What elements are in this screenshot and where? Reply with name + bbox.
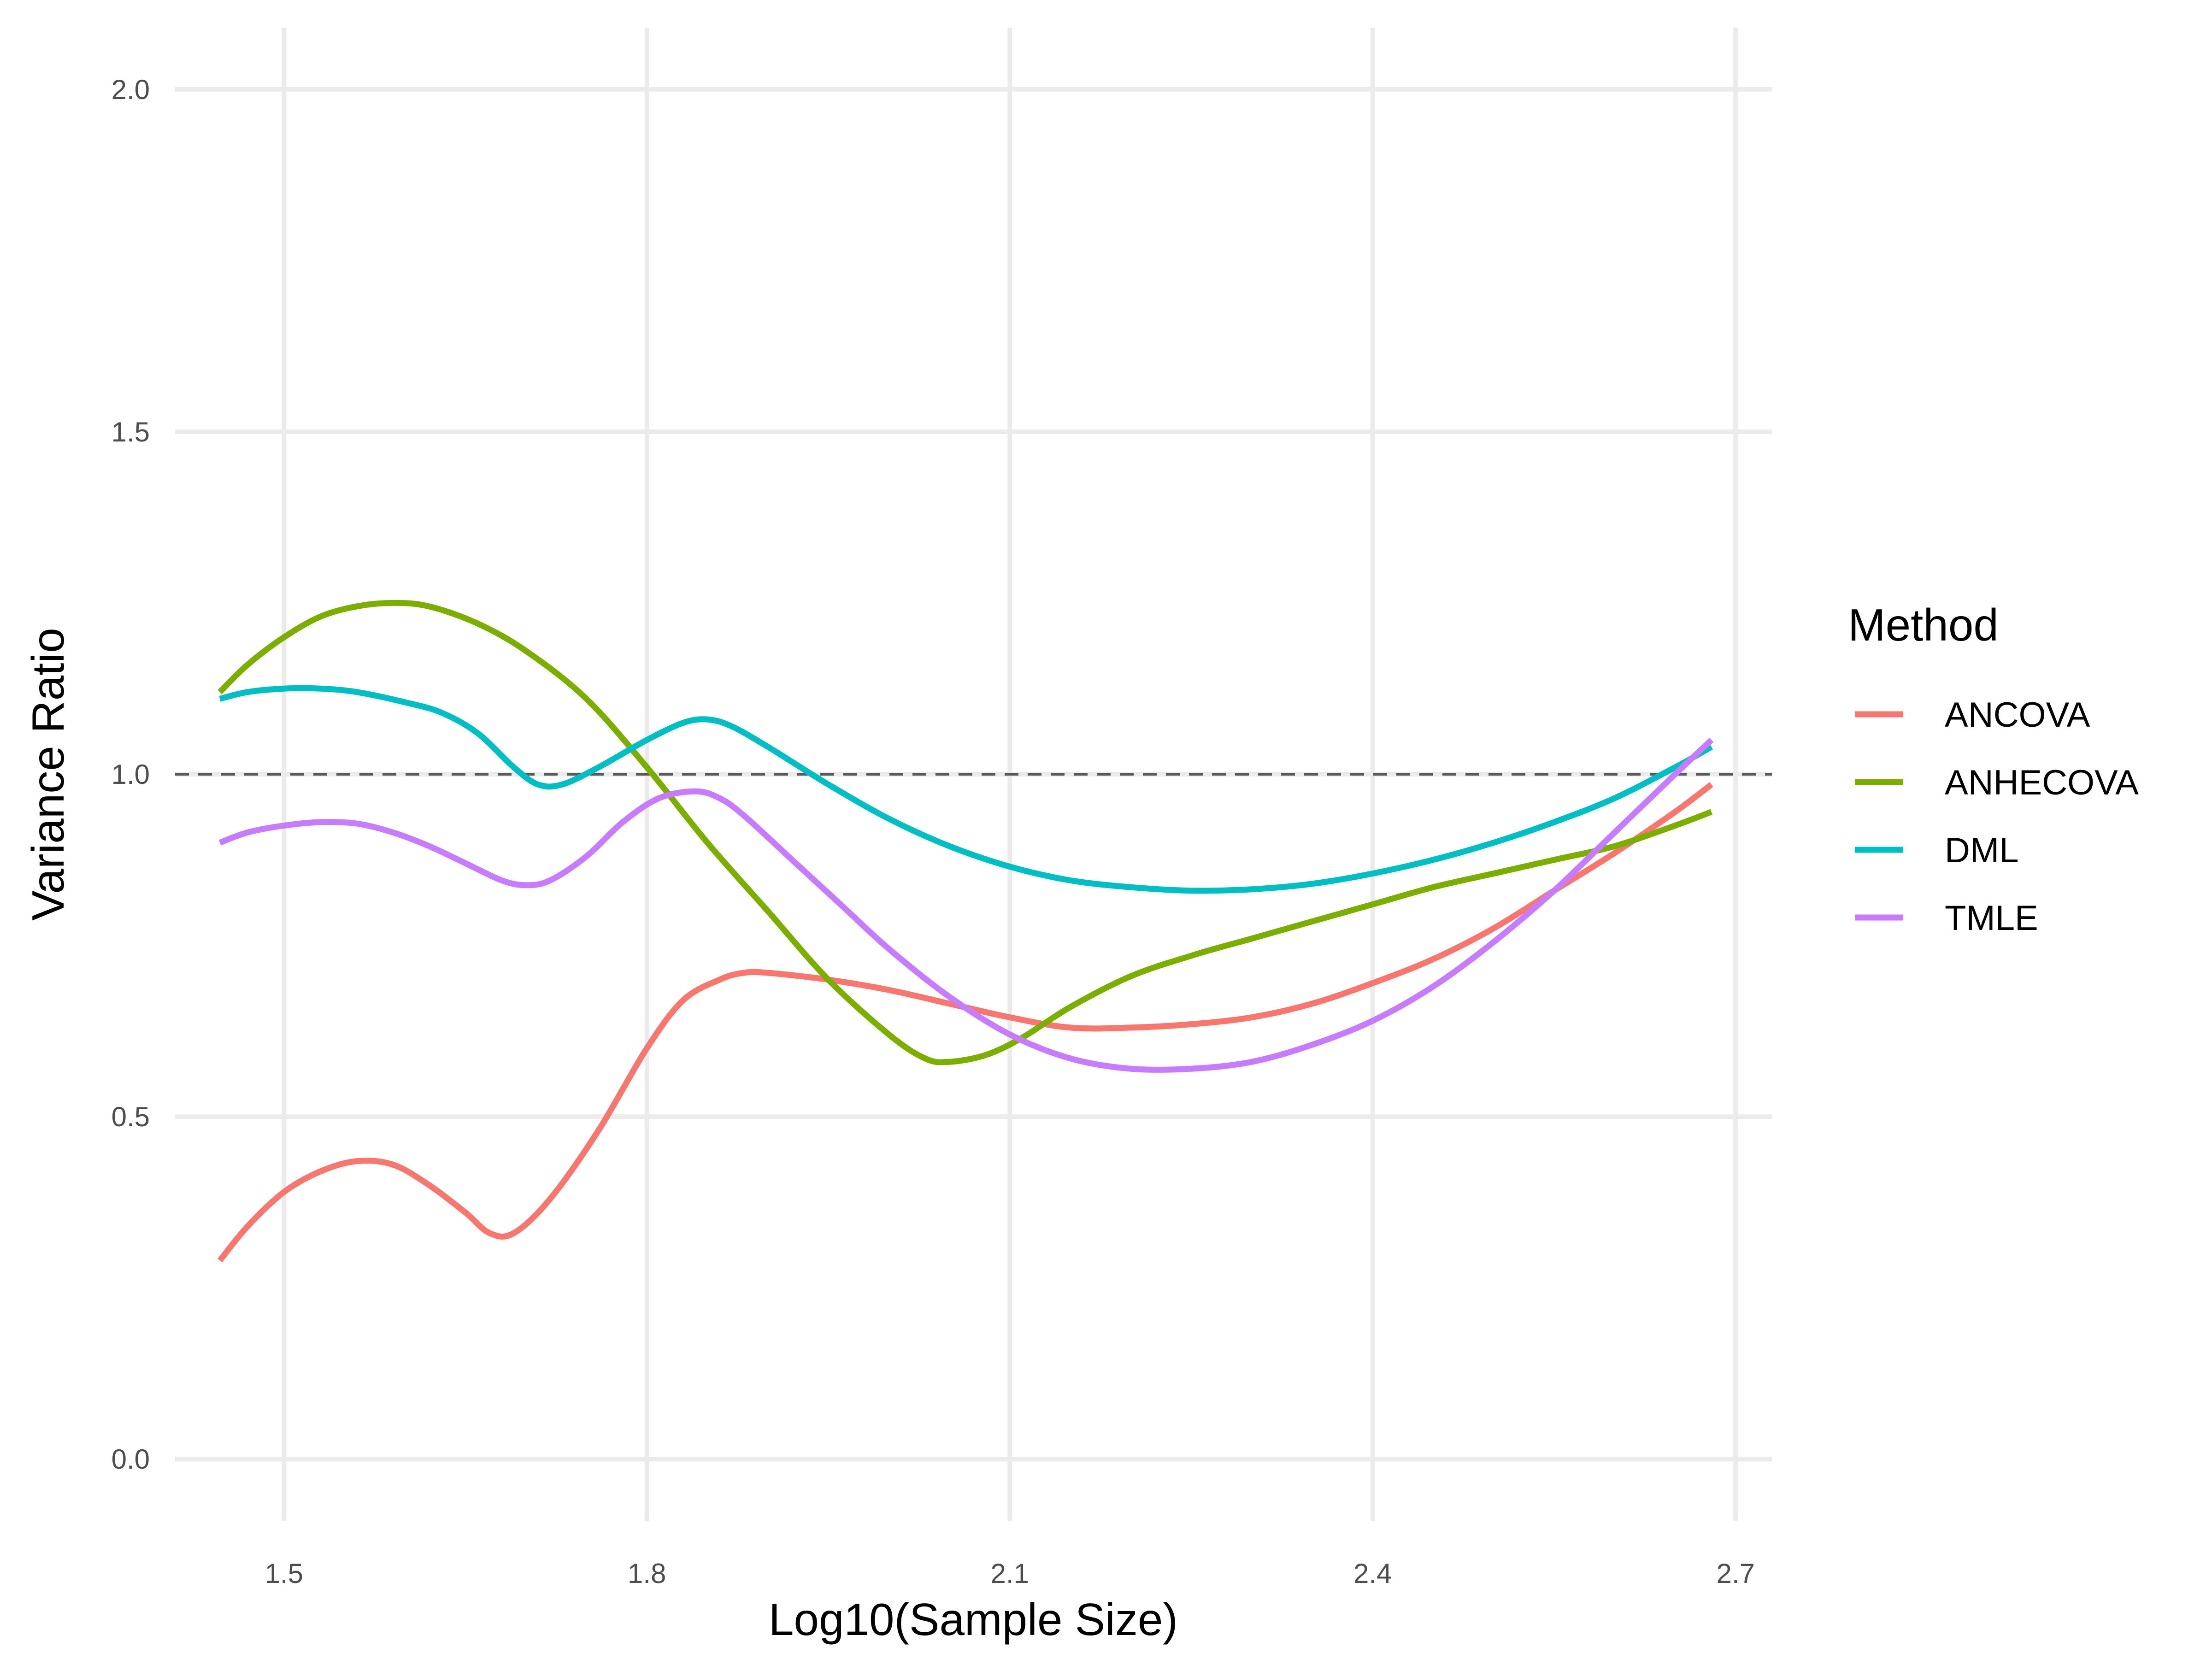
legend-item-dml: DML [1855,831,2018,870]
y-tick-label: 0.5 [112,1101,150,1132]
series-lines [218,600,1714,1263]
legend-label-dml: DML [1945,831,2018,870]
series-line-anhecova [218,600,1713,1065]
y-tick-label: 1.0 [112,759,150,790]
legend-item-ancova: ANCOVA [1855,695,2090,735]
legend-label-tmle: TMLE [1945,899,2038,938]
series-line-dml [219,685,1713,894]
legend-item-anhecova: ANHECOVA [1855,763,2139,802]
series-line-tmle [218,737,1714,1073]
y-tick-label: 1.5 [112,417,150,447]
legend-item-tmle: TMLE [1855,899,2038,938]
legend: Method ANCOVA ANHECOVA DML TMLE [1848,600,2139,938]
x-tick-label: 1.5 [265,1558,303,1589]
y-axis-title: Variance Ratio [23,628,73,921]
y-tick-label: 2.0 [112,74,150,105]
legend-label-ancova: ANCOVA [1945,695,2090,735]
x-axis-ticks: 1.5 1.8 2.1 2.4 2.7 [265,1558,1755,1589]
x-tick-label: 1.8 [628,1558,666,1589]
legend-items: ANCOVA ANHECOVA DML TMLE [1855,695,2139,938]
grid [175,28,1772,1521]
y-axis-ticks: 0.0 0.5 1.0 1.5 2.0 [112,74,150,1475]
x-axis-title: Log10(Sample Size) [769,1594,1178,1645]
legend-label-anhecova: ANHECOVA [1945,763,2139,802]
x-tick-label: 2.7 [1717,1558,1755,1589]
legend-title: Method [1848,600,1999,650]
y-tick-label: 0.0 [112,1444,150,1475]
x-tick-label: 2.1 [991,1558,1029,1589]
x-tick-label: 2.4 [1353,1558,1392,1589]
